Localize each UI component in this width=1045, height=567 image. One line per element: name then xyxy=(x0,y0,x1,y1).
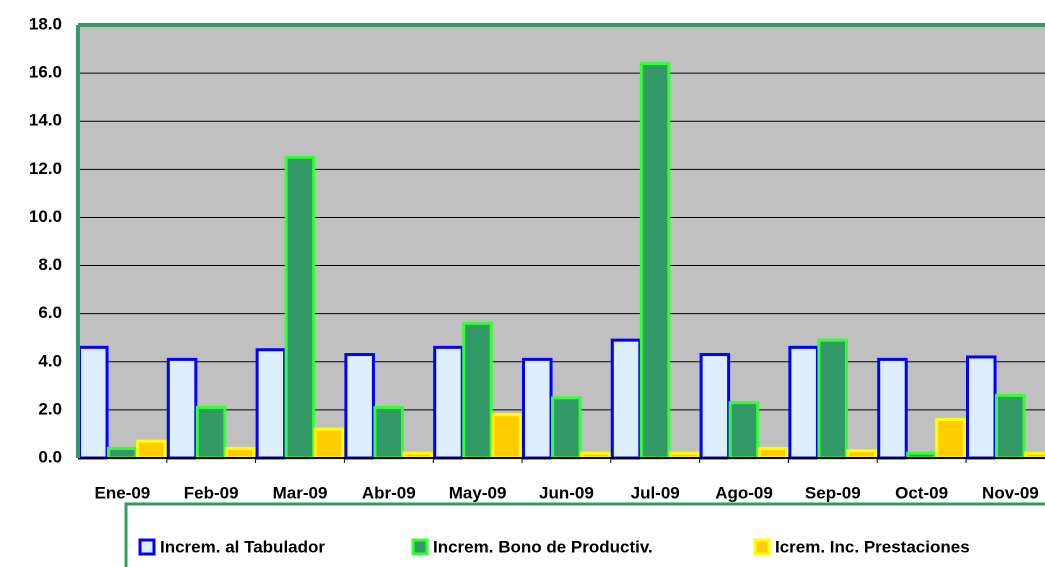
bar xyxy=(78,345,109,460)
bar xyxy=(107,446,138,460)
bar xyxy=(373,405,404,460)
y-tick-label: 12.0 xyxy=(29,159,62,178)
bar xyxy=(699,353,731,460)
bar xyxy=(610,338,642,460)
x-tick-label: May-09 xyxy=(449,483,507,502)
x-tick-label: Feb-09 xyxy=(184,483,239,502)
legend-swatch xyxy=(411,538,429,556)
x-tick-label: Ago-09 xyxy=(715,483,773,502)
legend-swatch xyxy=(753,538,771,556)
bar xyxy=(995,393,1026,460)
bar xyxy=(551,396,582,460)
x-tick-label: Sep-09 xyxy=(805,483,861,502)
legend-swatch xyxy=(138,538,156,556)
bar xyxy=(166,357,198,460)
bar xyxy=(224,446,256,460)
bar xyxy=(195,405,227,460)
bar xyxy=(788,345,819,460)
bar xyxy=(846,449,877,460)
x-tick-label: Mar-09 xyxy=(273,483,328,502)
bar xyxy=(344,353,375,460)
bar xyxy=(462,321,493,460)
x-tick-label: Abr-09 xyxy=(362,483,416,502)
y-tick-label: 8.0 xyxy=(38,255,62,274)
bar xyxy=(966,355,997,460)
bar xyxy=(313,427,345,460)
y-tick-label: 4.0 xyxy=(38,351,62,370)
legend-label: Increm. al Tabulador xyxy=(160,537,325,556)
bar xyxy=(728,401,760,460)
bar xyxy=(935,418,966,460)
y-tick-label: 6.0 xyxy=(38,303,62,322)
bar xyxy=(136,439,167,460)
y-tick-label: 16.0 xyxy=(29,63,62,82)
x-tick-label: Oct-09 xyxy=(895,483,948,502)
bar xyxy=(433,345,464,460)
y-tick-label: 18.0 xyxy=(29,14,62,33)
legend-label: Icrem. Inc. Prestaciones xyxy=(775,537,970,556)
legend-label: Increm. Bono de Productiv. xyxy=(433,537,653,556)
y-tick-label: 2.0 xyxy=(38,399,62,418)
x-tick-label: Ene-09 xyxy=(95,483,151,502)
bar xyxy=(757,446,789,460)
x-tick-label: Nov-09 xyxy=(982,483,1039,502)
x-tick-label: Jul-09 xyxy=(631,483,680,502)
bar xyxy=(817,338,848,460)
bar xyxy=(639,61,671,460)
y-tick-label: 0.0 xyxy=(38,447,62,466)
legend-box xyxy=(124,502,1045,567)
x-tick-label: Jun-09 xyxy=(539,483,594,502)
bar xyxy=(877,357,908,460)
bar xyxy=(491,413,522,460)
bar xyxy=(522,357,553,460)
y-tick-label: 10.0 xyxy=(29,207,62,226)
bar xyxy=(284,155,316,460)
bar xyxy=(255,348,287,460)
y-tick-label: 14.0 xyxy=(29,111,62,130)
